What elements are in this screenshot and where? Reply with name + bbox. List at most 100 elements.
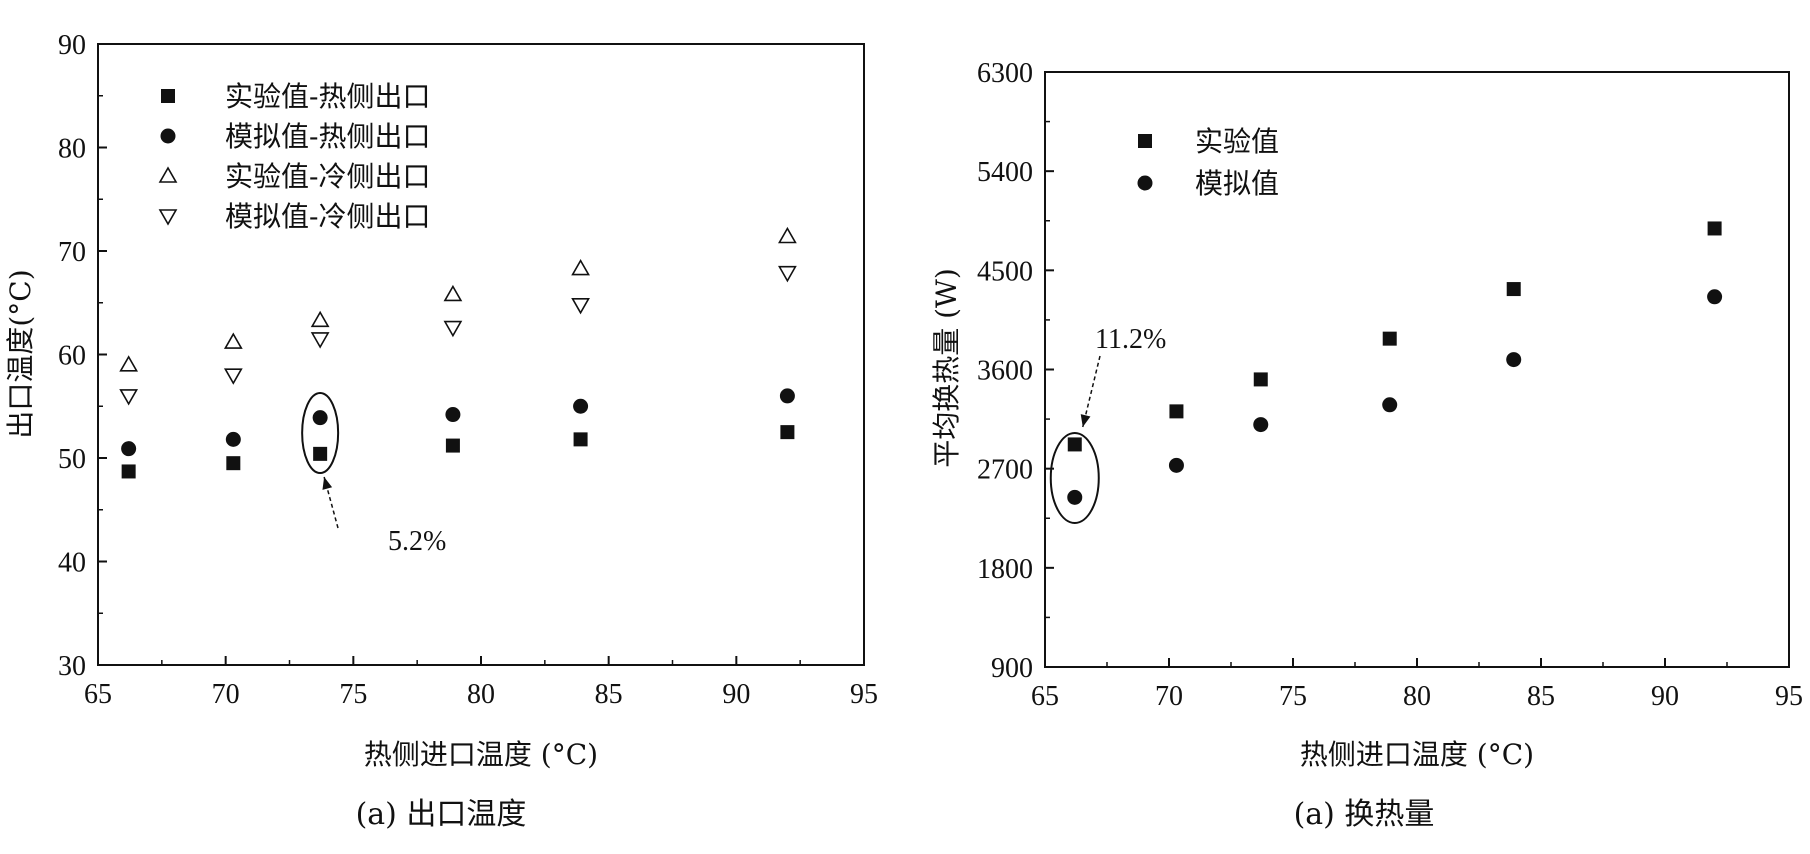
x-tick-label: 95 <box>850 679 878 710</box>
legend-marker <box>1137 175 1153 191</box>
legend-marker <box>158 209 178 226</box>
data-point <box>1253 372 1268 387</box>
y-tick-label: 1800 <box>977 554 1033 585</box>
highlight-ellipse <box>301 392 340 474</box>
legend-marker <box>160 128 176 144</box>
data-point <box>445 438 460 453</box>
data-point <box>1707 289 1723 305</box>
chart-heat-transfer: 65 70 75 80 85 90 95 900 1800 2700 3600 4500 5400 630… <box>930 58 1803 832</box>
x-axis-title: 热侧进口温度 (°C) <box>1300 738 1534 771</box>
y-tick-label: 2700 <box>977 455 1033 486</box>
data-point <box>1168 457 1184 473</box>
x-tick-label: 90 <box>722 679 750 710</box>
plot-frame <box>1044 71 1790 668</box>
data-point <box>226 456 241 471</box>
y-tick-label: 90 <box>58 30 86 61</box>
data-point <box>1067 489 1083 505</box>
chart-caption: (a) 出口温度 <box>356 797 527 832</box>
data-point <box>121 464 136 479</box>
y-tick-label: 70 <box>58 237 86 268</box>
x-tick-label: 65 <box>1031 681 1059 712</box>
y-tick-label: 900 <box>991 653 1033 684</box>
data-point <box>1506 282 1521 297</box>
data-point <box>573 432 588 447</box>
legend-label: 实验值 <box>1195 125 1279 158</box>
data-point <box>223 368 243 385</box>
data-point <box>223 332 243 349</box>
x-tick-label: 95 <box>1775 681 1803 712</box>
data-point <box>780 425 795 440</box>
x-tick-label: 70 <box>1155 681 1183 712</box>
x-tick-label: 65 <box>84 679 112 710</box>
data-point <box>310 310 330 328</box>
legend-label: 实验值-冷侧出口 <box>225 160 430 193</box>
y-tick-label: 4500 <box>977 256 1033 287</box>
data-point <box>571 298 590 315</box>
x-tick-label: 85 <box>595 679 623 710</box>
x-tick-label: 75 <box>1279 681 1307 712</box>
legend-label: 模拟值-冷侧出口 <box>225 200 430 233</box>
data-point <box>571 258 590 276</box>
legend-label: 模拟值-热侧出口 <box>225 120 430 153</box>
annotation: 11.2% <box>1049 324 1166 524</box>
y-tick-label: 50 <box>58 444 86 475</box>
x-tick-label: 80 <box>1403 681 1431 712</box>
y-tick-label: 60 <box>58 341 86 372</box>
legend-label: 模拟值 <box>1195 167 1279 200</box>
x-tick-label: 70 <box>212 679 240 710</box>
chart-caption: (a) 换热量 <box>1294 797 1435 832</box>
data-point <box>1253 417 1269 433</box>
data-point <box>445 407 461 423</box>
x-tick-label: 80 <box>467 679 495 710</box>
y-tick-label: 80 <box>58 134 86 165</box>
data-point <box>1707 221 1722 236</box>
data-point <box>313 446 328 461</box>
legend-marker <box>1138 134 1152 148</box>
y-tick-label: 6300 <box>977 58 1033 89</box>
y-tick-label: 40 <box>58 548 86 579</box>
data-point <box>310 332 330 349</box>
data-point <box>443 320 463 338</box>
annotation: 5.2% <box>301 392 446 557</box>
data-point <box>1067 437 1082 452</box>
highlight-ellipse <box>1049 432 1100 524</box>
x-tick-label: 75 <box>339 679 367 710</box>
data-point <box>225 431 241 447</box>
data-point <box>1382 331 1397 346</box>
data-point <box>119 389 139 406</box>
legend-marker <box>161 89 175 103</box>
data-point <box>121 441 137 457</box>
data-points <box>1067 221 1723 505</box>
y-axis-title: 出口温度(°C) <box>4 269 37 438</box>
data-point <box>1169 404 1184 419</box>
axis-ticks: 65 70 75 80 85 90 95 900 1800 2700 3600 4500 5400 630… <box>977 58 1803 712</box>
y-axis-title: 平均换热量 (W) <box>930 268 963 468</box>
legend-marker <box>158 166 178 183</box>
data-point <box>779 388 795 404</box>
data-point <box>443 284 463 302</box>
annotation-arrow <box>1082 355 1101 428</box>
data-point <box>1506 352 1522 368</box>
data-points <box>119 226 797 479</box>
x-axis-title: 热侧进口温度 (°C) <box>364 738 598 771</box>
legend-label: 实验值-热侧出口 <box>225 80 430 113</box>
data-point <box>312 410 328 426</box>
plot-frame <box>97 43 865 666</box>
arrow-head <box>322 477 333 490</box>
data-point <box>1382 397 1398 413</box>
x-tick-label: 90 <box>1651 681 1679 712</box>
annotation-text: 11.2% <box>1095 324 1166 355</box>
data-point <box>573 398 589 414</box>
annotation-text: 5.2% <box>388 526 446 557</box>
axis-ticks: 65 70 75 80 85 90 95 30 40 50 60 70 80 90 <box>58 30 878 710</box>
data-point <box>778 226 797 244</box>
arrow-head <box>1080 414 1091 427</box>
chart-outlet-temperature: 65 70 75 80 85 90 95 30 40 50 60 70 80 90 实验值-热侧出口模拟值… <box>4 30 878 832</box>
data-point <box>778 265 797 283</box>
y-tick-label: 5400 <box>977 157 1033 188</box>
data-point <box>119 355 139 372</box>
y-tick-label: 30 <box>58 651 86 682</box>
